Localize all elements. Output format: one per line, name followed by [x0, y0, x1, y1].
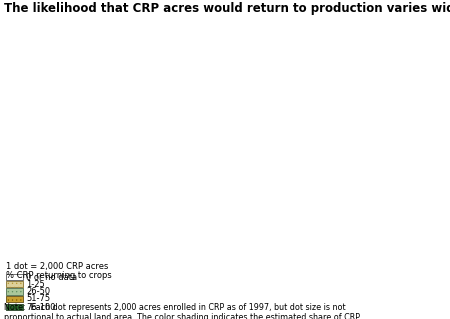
Text: 0 or no data: 0 or no data [26, 272, 77, 281]
FancyBboxPatch shape [6, 296, 23, 302]
FancyBboxPatch shape [6, 281, 23, 287]
Text: 51-75: 51-75 [26, 294, 50, 303]
FancyBboxPatch shape [6, 288, 23, 295]
Text: % CRP returning to crops: % CRP returning to crops [6, 271, 112, 280]
FancyBboxPatch shape [6, 304, 23, 310]
Text: 76-100: 76-100 [26, 303, 56, 312]
FancyBboxPatch shape [6, 274, 23, 280]
Text: 1-25: 1-25 [26, 280, 45, 289]
Text: 1 dot = 2,000 CRP acres: 1 dot = 2,000 CRP acres [6, 262, 109, 271]
Text: 26-50: 26-50 [26, 287, 50, 296]
Text: Note:  Each dot represents 2,000 acres enrolled in CRP as of 1997, but dot size : Note: Each dot represents 2,000 acres en… [4, 303, 379, 319]
Text: The likelihood that CRP acres would return to production varies widely: The likelihood that CRP acres would retu… [4, 2, 450, 15]
